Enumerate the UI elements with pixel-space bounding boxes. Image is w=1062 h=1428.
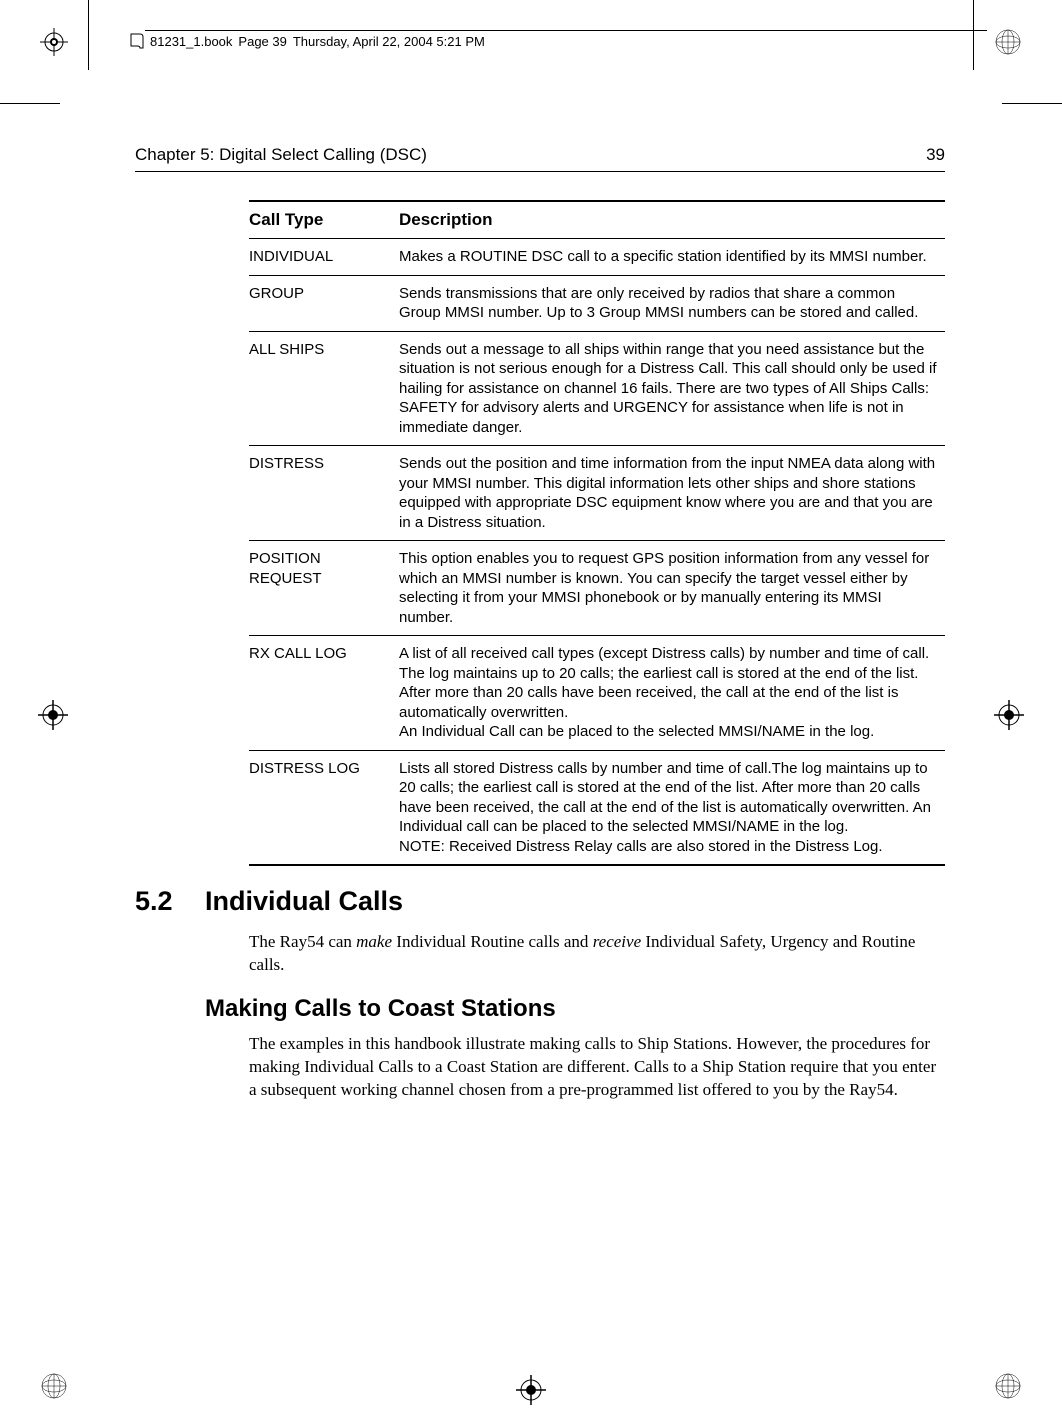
table-row: POSITION REQUEST This option enables you… (249, 541, 945, 636)
intro-text: The Ray54 can (249, 932, 356, 951)
registration-mark-top-right (994, 28, 1022, 56)
header-filename: 81231_1.book (150, 34, 232, 49)
subsection-body: The examples in this handbook illustrate… (249, 1033, 945, 1102)
cell-desc: A list of all received call types (excep… (399, 636, 945, 751)
section-number: 5.2 (135, 886, 205, 917)
section-title: Individual Calls (205, 886, 403, 917)
registration-mark-bottom-left (40, 1372, 68, 1400)
col-header-type: Call Type (249, 201, 399, 239)
intro-make: make (356, 932, 392, 951)
cell-desc: This option enables you to request GPS p… (399, 541, 945, 636)
header-rule (145, 30, 987, 31)
cell-desc: Sends out a message to all ships within … (399, 331, 945, 446)
chapter-label: Chapter 5: Digital Select Calling (DSC) (135, 145, 427, 165)
table-row: GROUP Sends transmissions that are only … (249, 275, 945, 331)
cell-type: ALL SHIPS (249, 331, 399, 446)
table-row: INDIVIDUAL Makes a ROUTINE DSC call to a… (249, 239, 945, 276)
cell-desc: Makes a ROUTINE DSC call to a specific s… (399, 239, 945, 276)
section-intro: The Ray54 can make Individual Routine ca… (249, 931, 945, 977)
registration-mark-top-left (40, 28, 68, 56)
table-header-row: Call Type Description (249, 201, 945, 239)
page-number: 39 (926, 145, 945, 165)
table-row: DISTRESS LOG Lists all stored Distress c… (249, 750, 945, 865)
intro-receive: receive (593, 932, 641, 951)
cell-type: RX CALL LOG (249, 636, 399, 751)
cell-type: GROUP (249, 275, 399, 331)
intro-text: Individual Routine calls and (392, 932, 593, 951)
crop-line (88, 0, 89, 70)
table-row: ALL SHIPS Sends out a message to all shi… (249, 331, 945, 446)
col-header-desc: Description (399, 201, 945, 239)
table-row: RX CALL LOG A list of all received call … (249, 636, 945, 751)
registration-mark-bottom-right (994, 1372, 1022, 1400)
subsection-title: Making Calls to Coast Stations (205, 995, 945, 1023)
cell-desc: Sends out the position and time informat… (399, 446, 945, 541)
crop-line (1002, 103, 1062, 104)
registration-mark-right (994, 700, 1024, 730)
running-header: Chapter 5: Digital Select Calling (DSC) … (135, 145, 945, 172)
cell-type: POSITION REQUEST (249, 541, 399, 636)
registration-mark-bottom-center (516, 1375, 546, 1410)
registration-mark-left (38, 700, 68, 730)
cell-desc: Sends transmissions that are only receiv… (399, 275, 945, 331)
cell-type: DISTRESS LOG (249, 750, 399, 865)
section-heading: 5.2 Individual Calls (135, 886, 945, 917)
header-timestamp: Thursday, April 22, 2004 5:21 PM (293, 34, 485, 49)
crop-line (0, 103, 60, 104)
cell-desc: Lists all stored Distress calls by numbe… (399, 750, 945, 865)
page-body: Chapter 5: Digital Select Calling (DSC) … (135, 145, 945, 1120)
crop-line (973, 0, 974, 70)
cell-type: INDIVIDUAL (249, 239, 399, 276)
cell-type: DISTRESS (249, 446, 399, 541)
print-header: 81231_1.book Page 39 Thursday, April 22,… (130, 33, 485, 49)
book-icon (130, 33, 144, 49)
call-type-table: Call Type Description INDIVIDUAL Makes a… (249, 200, 945, 866)
header-page-info: Page 39 (238, 34, 286, 49)
table-row: DISTRESS Sends out the position and time… (249, 446, 945, 541)
